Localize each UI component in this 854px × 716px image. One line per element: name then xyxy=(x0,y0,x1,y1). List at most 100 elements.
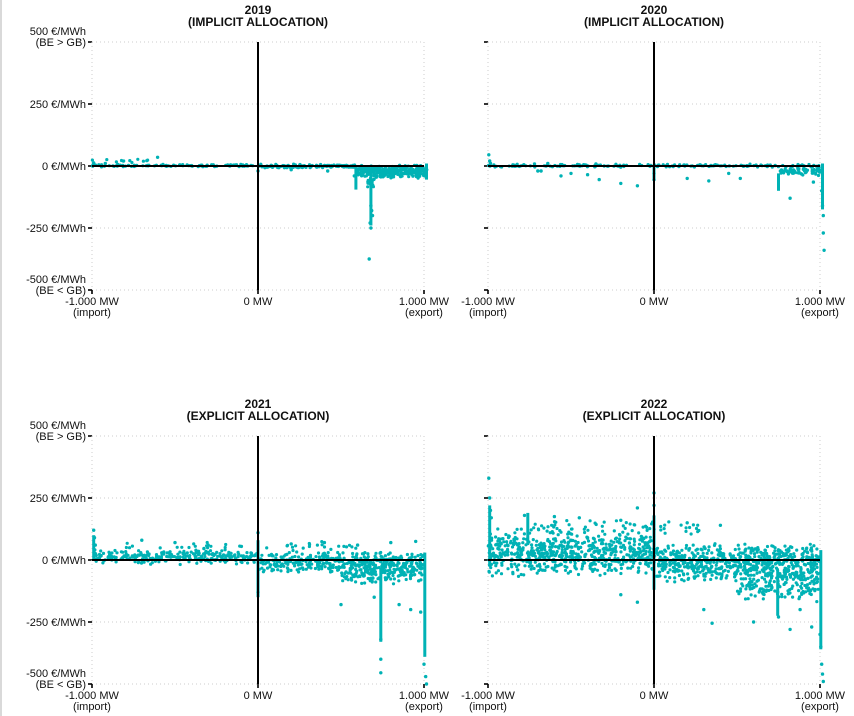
data-point xyxy=(419,610,423,614)
data-point xyxy=(621,524,625,528)
data-point xyxy=(92,528,96,532)
panel-title-line: (IMPLICIT ALLOCATION) xyxy=(188,15,328,29)
data-point xyxy=(683,565,687,569)
data-point xyxy=(532,566,536,571)
data-point xyxy=(317,567,321,571)
data-point xyxy=(232,554,236,558)
data-point xyxy=(563,540,567,544)
data-point xyxy=(684,543,689,548)
data-point xyxy=(124,545,128,550)
data-point xyxy=(659,528,663,532)
data-point xyxy=(638,538,642,542)
data-point xyxy=(805,583,810,587)
data-point xyxy=(796,166,800,170)
data-point xyxy=(662,560,666,565)
data-point xyxy=(374,573,378,577)
data-point xyxy=(595,546,599,550)
data-point xyxy=(165,551,169,555)
data-point xyxy=(344,577,348,581)
data-point xyxy=(674,554,678,559)
data-point xyxy=(748,580,752,584)
data-point xyxy=(289,542,293,546)
data-point xyxy=(594,162,598,166)
data-point xyxy=(404,169,408,173)
data-point xyxy=(602,550,606,554)
data-point xyxy=(357,564,361,569)
data-point xyxy=(573,539,578,543)
data-point xyxy=(569,539,573,543)
data-point xyxy=(389,564,393,568)
data-point xyxy=(756,578,761,582)
data-point xyxy=(586,528,590,532)
data-point xyxy=(536,169,540,173)
data-point xyxy=(205,540,209,545)
data-point xyxy=(404,573,408,577)
data-point xyxy=(562,551,567,555)
data-point xyxy=(301,566,305,570)
data-point xyxy=(635,184,640,188)
data-point xyxy=(530,543,534,547)
data-point xyxy=(122,159,126,163)
data-point xyxy=(805,550,809,554)
data-point xyxy=(810,574,815,578)
data-point xyxy=(602,546,606,551)
data-point xyxy=(552,568,556,572)
data-point xyxy=(563,547,568,551)
data-point xyxy=(409,556,413,560)
data-point xyxy=(668,561,672,565)
data-point xyxy=(414,539,418,544)
data-point xyxy=(744,587,748,591)
data-point xyxy=(749,593,753,597)
data-point xyxy=(381,169,385,173)
data-point xyxy=(420,554,424,559)
data-point xyxy=(597,177,601,182)
data-point xyxy=(392,175,396,179)
data-point xyxy=(224,542,228,547)
data-point xyxy=(513,552,518,556)
data-point xyxy=(749,551,753,555)
data-point xyxy=(98,555,102,559)
data-point xyxy=(548,545,552,549)
data-point xyxy=(529,550,533,554)
data-point xyxy=(420,172,424,176)
data-point xyxy=(612,540,616,544)
data-point xyxy=(358,574,362,578)
data-point xyxy=(396,169,400,173)
data-point xyxy=(341,564,345,569)
data-point xyxy=(607,566,612,570)
data-point xyxy=(350,545,354,549)
data-point xyxy=(330,565,334,569)
data-point xyxy=(553,537,557,541)
data-point xyxy=(265,546,269,550)
data-point xyxy=(592,545,597,550)
data-point xyxy=(804,170,808,174)
data-point xyxy=(619,571,623,576)
data-point xyxy=(267,553,271,558)
data-point xyxy=(165,554,169,559)
panel-2022: 2022(EXPLICIT ALLOCATION) -1.000 MW(impor… xyxy=(461,397,846,713)
data-point xyxy=(647,564,651,568)
data-point xyxy=(496,539,500,543)
data-point xyxy=(702,607,706,612)
panel-title-line: 2020 xyxy=(641,3,668,17)
data-point xyxy=(737,592,741,596)
data-point xyxy=(391,168,395,172)
data-point xyxy=(810,625,814,629)
data-point xyxy=(498,541,503,545)
x-tick-label: (import) xyxy=(73,307,111,319)
data-point xyxy=(630,529,634,533)
data-point xyxy=(722,554,726,558)
data-point xyxy=(691,523,696,527)
panel-title-line: 2019 xyxy=(245,3,272,17)
data-point xyxy=(537,543,541,547)
data-point xyxy=(494,564,498,568)
y-tick-label: 250 €/MWh xyxy=(30,99,86,111)
data-point xyxy=(276,568,280,572)
data-point xyxy=(375,566,379,570)
data-point xyxy=(558,529,562,533)
data-point xyxy=(209,544,213,548)
data-point xyxy=(419,571,423,575)
data-point xyxy=(623,539,627,543)
data-point xyxy=(619,518,623,522)
data-point xyxy=(368,560,372,564)
